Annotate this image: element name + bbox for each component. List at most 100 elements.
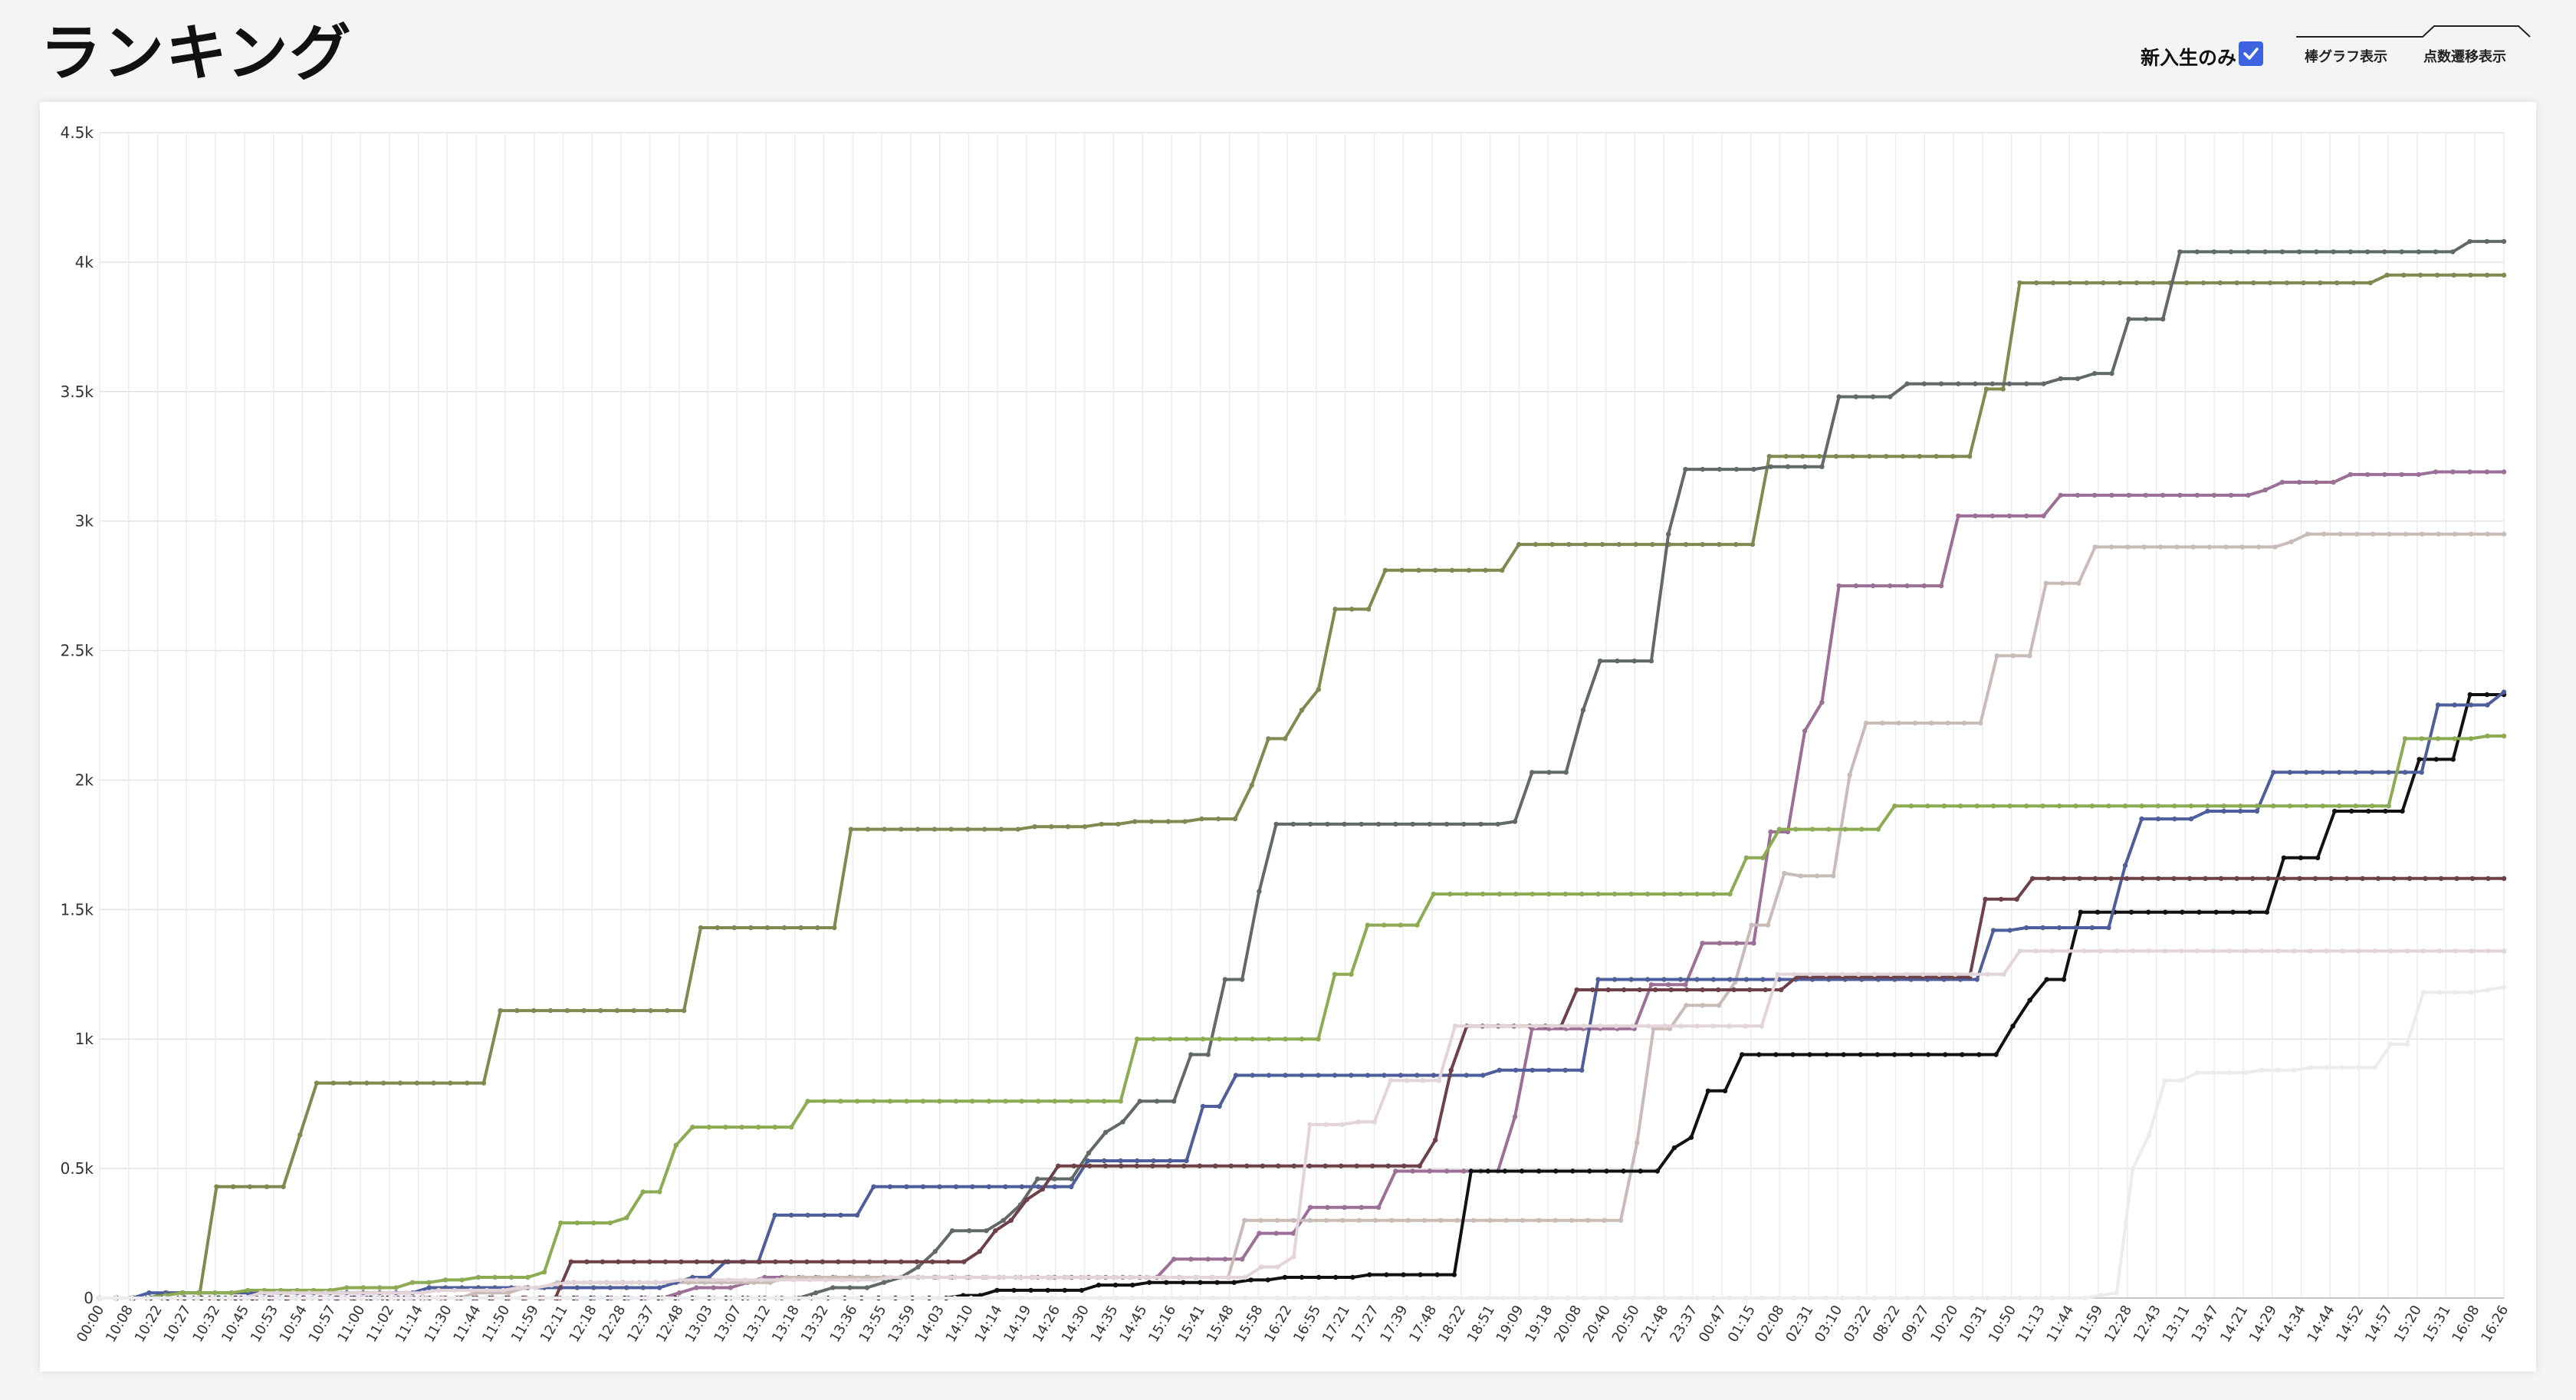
data-point	[1282, 1274, 1288, 1280]
data-point	[264, 1184, 269, 1190]
data-point	[1316, 1073, 1321, 1078]
data-point	[2404, 1041, 2410, 1047]
data-point	[984, 1228, 989, 1234]
data-point	[2023, 925, 2029, 931]
data-point	[1637, 987, 1642, 993]
x-tick-label: 17:39	[1377, 1303, 1411, 1345]
data-point	[1217, 1037, 1222, 1042]
data-point	[2190, 544, 2196, 550]
data-point	[2275, 1067, 2281, 1073]
data-point	[1249, 783, 1254, 788]
data-point	[2211, 1070, 2216, 1076]
data-point	[1612, 977, 1618, 982]
data-point	[2075, 492, 2081, 498]
series-10	[97, 984, 2507, 1301]
data-point	[2364, 472, 2371, 478]
data-point	[2484, 692, 2490, 698]
data-point	[2467, 692, 2472, 698]
data-point	[1826, 827, 1832, 832]
data-point	[640, 1189, 646, 1195]
data-point	[1644, 977, 1651, 982]
data-point	[2367, 280, 2373, 286]
data-point	[882, 1259, 889, 1264]
new-students-only-checkbox[interactable]	[2239, 41, 2263, 66]
data-point	[1291, 1254, 1296, 1260]
data-point	[788, 1124, 794, 1130]
data-point	[468, 1287, 474, 1293]
data-point	[1332, 1073, 1338, 1078]
data-point	[146, 1290, 152, 1296]
data-point	[1019, 1099, 1025, 1104]
data-point	[431, 1080, 436, 1086]
data-point	[2419, 736, 2424, 741]
data-point	[948, 827, 954, 832]
data-point	[2050, 280, 2056, 286]
data-point	[1135, 1158, 1140, 1164]
data-point	[1372, 1218, 1378, 1223]
x-axis: 00:0010:0810:2210:2710:3210:4510:5310:54…	[74, 1303, 2512, 1345]
x-tick-label: 10:27	[161, 1303, 195, 1345]
data-point	[1103, 1129, 1109, 1135]
data-point	[2312, 876, 2318, 881]
data-point	[1530, 891, 1535, 897]
data-point	[1751, 941, 1756, 946]
data-point	[1065, 1295, 1071, 1301]
data-point	[757, 1259, 763, 1264]
data-point	[774, 1277, 780, 1283]
data-point	[1717, 541, 1722, 547]
series-group	[97, 238, 2507, 1301]
tab-score-transition[interactable]: 点数遷移表示	[2423, 49, 2506, 65]
data-point	[1783, 454, 1789, 459]
data-point	[2125, 544, 2131, 550]
data-point	[1536, 1168, 1542, 1174]
data-point	[549, 1282, 554, 1288]
data-point	[2331, 249, 2336, 255]
data-point	[2034, 280, 2039, 286]
data-point	[2126, 317, 2131, 322]
data-point	[1291, 1295, 1296, 1301]
data-point	[1433, 1137, 1438, 1143]
x-tick-label: 11:30	[422, 1303, 455, 1345]
data-point	[371, 1290, 376, 1296]
data-point	[613, 1280, 619, 1285]
data-point	[1990, 928, 1996, 933]
data-point	[840, 1295, 845, 1301]
data-point	[1785, 464, 1791, 469]
data-point	[2366, 808, 2371, 814]
data-point	[1884, 454, 1889, 459]
data-point	[2264, 909, 2269, 915]
data-point	[1775, 971, 1781, 978]
data-point	[678, 1295, 683, 1301]
data-point	[1791, 971, 1797, 978]
x-tick-label: 12:28	[2101, 1303, 2135, 1345]
data-point	[1483, 567, 1488, 573]
data-point	[1616, 541, 1622, 547]
data-point	[1134, 1163, 1140, 1168]
data-point	[377, 1285, 383, 1290]
data-point	[1503, 1218, 1509, 1223]
data-point	[2453, 948, 2459, 954]
data-point	[2221, 804, 2226, 809]
data-point	[2184, 280, 2190, 286]
data-point	[2043, 580, 2049, 586]
data-point	[2501, 531, 2507, 537]
data-point	[952, 1295, 958, 1301]
data-point	[484, 1295, 490, 1301]
data-point	[1516, 541, 1522, 547]
data-point	[1546, 1067, 1552, 1073]
data-point	[1052, 1176, 1057, 1181]
data-point	[403, 1295, 409, 1301]
data-point	[624, 1215, 629, 1221]
data-point	[2128, 909, 2134, 915]
data-point	[2239, 544, 2245, 550]
data-point	[986, 1099, 992, 1104]
data-point	[1668, 987, 1674, 993]
data-point	[920, 1099, 926, 1104]
data-point	[977, 1249, 983, 1254]
data-point	[2139, 816, 2144, 822]
tab-bar-chart[interactable]: 棒グラフ表示	[2305, 49, 2387, 65]
data-point	[961, 1259, 967, 1264]
data-point	[1756, 1052, 1762, 1057]
data-point	[1917, 454, 1922, 459]
data-point	[196, 1290, 202, 1296]
